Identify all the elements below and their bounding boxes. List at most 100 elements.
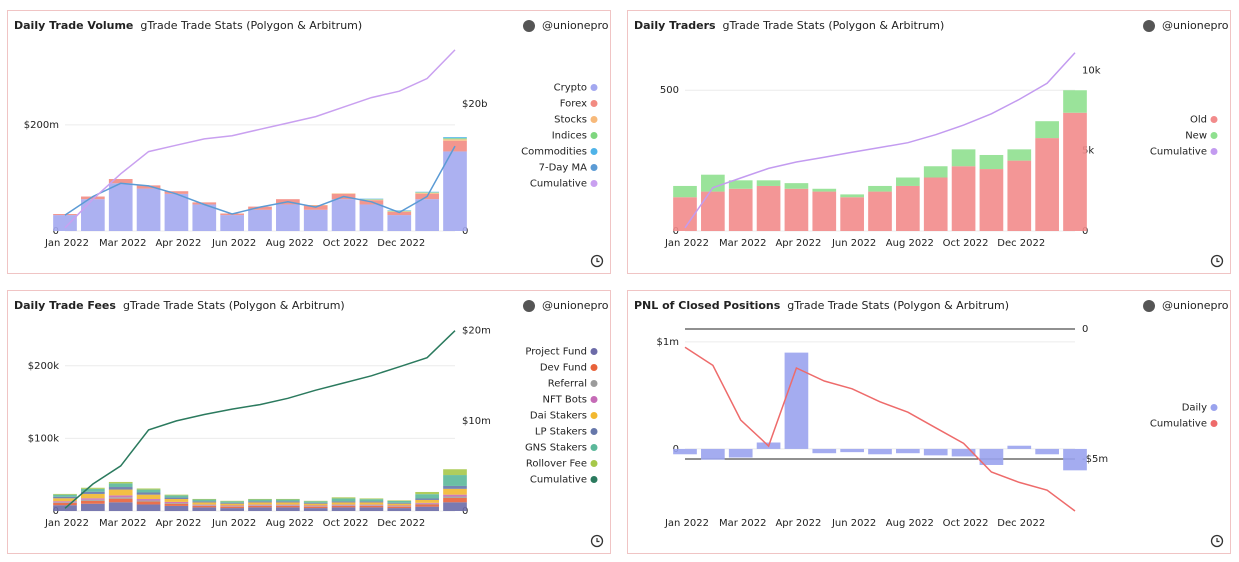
y2-tick-label: $10m	[462, 416, 491, 427]
x-tick-label: Dec 2022	[377, 238, 425, 249]
bar	[415, 498, 439, 500]
bar	[701, 448, 725, 460]
y2-tick-label: 0	[462, 226, 468, 237]
x-tick-label: Jun 2022	[831, 518, 876, 529]
clock-hands	[596, 538, 600, 543]
legend-label: Indices	[552, 131, 587, 142]
bar	[728, 188, 753, 231]
author-avatar	[523, 300, 535, 312]
bar	[164, 499, 189, 502]
bar	[701, 174, 725, 192]
legend-swatch	[1210, 132, 1218, 139]
x-tick-label: Jan 2022	[44, 238, 89, 249]
bar	[136, 499, 161, 501]
clock-face	[1210, 534, 1224, 548]
bar	[1007, 160, 1032, 231]
bar	[387, 505, 412, 507]
bar	[164, 501, 189, 504]
bar	[276, 501, 300, 503]
bar	[359, 502, 384, 505]
chart-subtitle: gTrade Trade Stats (Polygon & Arbitrum)	[123, 299, 345, 312]
bar	[1007, 149, 1032, 161]
bar	[756, 185, 781, 231]
bar	[53, 493, 77, 495]
author-avatar	[523, 20, 535, 32]
author: @unionepro	[542, 299, 609, 312]
legend-swatch	[590, 412, 598, 419]
bar	[136, 188, 161, 231]
bar	[387, 503, 412, 506]
bar	[868, 448, 892, 455]
bar	[387, 500, 412, 503]
bar	[303, 506, 328, 507]
y-tick-label: 500	[660, 85, 679, 96]
y-tick-label: 0	[53, 226, 59, 237]
chart-title: PNL of Closed Positions	[634, 299, 781, 312]
bar	[276, 498, 300, 500]
legend-swatch	[1210, 116, 1218, 123]
chart-panel: Daily Trade Volume gTrade Trade Stats (Po…	[7, 10, 611, 274]
bar	[108, 495, 133, 498]
legend-label: Rollover Fee	[526, 459, 587, 470]
bar	[192, 202, 217, 205]
legend-label: Dai Stakers	[530, 411, 587, 422]
legend-swatch	[590, 364, 598, 371]
chart-subtitle: gTrade Trade Stats (Polygon & Arbitrum)	[140, 19, 362, 32]
author: @unionepro	[1162, 299, 1229, 312]
bar	[331, 193, 356, 194]
bar	[331, 501, 356, 503]
bar	[108, 179, 133, 184]
chart-subtitle: gTrade Trade Stats (Polygon & Arbitrum)	[723, 19, 945, 32]
bar	[81, 491, 105, 494]
bar	[840, 194, 864, 198]
bar	[415, 499, 439, 503]
bar	[359, 507, 384, 511]
line	[684, 52, 1076, 229]
bar	[331, 502, 356, 505]
y-tick-label: $200m	[24, 120, 59, 131]
x-tick-label: Mar 2022	[719, 238, 767, 249]
bar	[359, 505, 384, 508]
bar	[220, 506, 244, 507]
legend-label: Daily	[1182, 403, 1207, 414]
bar	[443, 139, 467, 141]
legend-swatch	[590, 428, 598, 435]
author: @unionepro	[1162, 19, 1229, 32]
bar	[276, 502, 300, 505]
bar	[387, 210, 412, 211]
legend-label: Forex	[560, 99, 587, 110]
bar	[443, 469, 467, 476]
bar	[108, 489, 133, 496]
chart-title: Daily Traders	[634, 19, 716, 32]
bar	[359, 504, 384, 506]
legend-label: Old	[1190, 115, 1207, 126]
legend-swatch	[590, 348, 598, 355]
bar	[81, 199, 105, 231]
x-tick-label: Mar 2022	[99, 238, 147, 249]
bar	[443, 137, 467, 139]
bar	[108, 497, 133, 499]
bar	[1063, 90, 1087, 113]
bar	[1007, 445, 1032, 449]
bar	[951, 166, 976, 231]
bar	[81, 499, 105, 501]
bar	[303, 205, 328, 206]
bar	[331, 497, 356, 499]
bar	[387, 210, 412, 212]
bar	[192, 502, 217, 505]
bar	[331, 498, 356, 502]
x-tick-label: Jun 2022	[211, 518, 256, 529]
y2-tick-label: $20m	[462, 326, 491, 337]
bar	[331, 507, 356, 511]
bar	[387, 215, 412, 231]
chart-title: Daily Trade Volume	[14, 19, 133, 32]
bar	[276, 505, 300, 506]
bar	[415, 199, 439, 231]
bar	[673, 448, 697, 455]
bar	[303, 506, 328, 509]
bar	[812, 448, 837, 454]
bar	[443, 485, 467, 489]
panel-border	[7, 10, 611, 274]
chart-subtitle: gTrade Trade Stats (Polygon & Arbitrum)	[787, 299, 1009, 312]
bar	[136, 500, 161, 502]
